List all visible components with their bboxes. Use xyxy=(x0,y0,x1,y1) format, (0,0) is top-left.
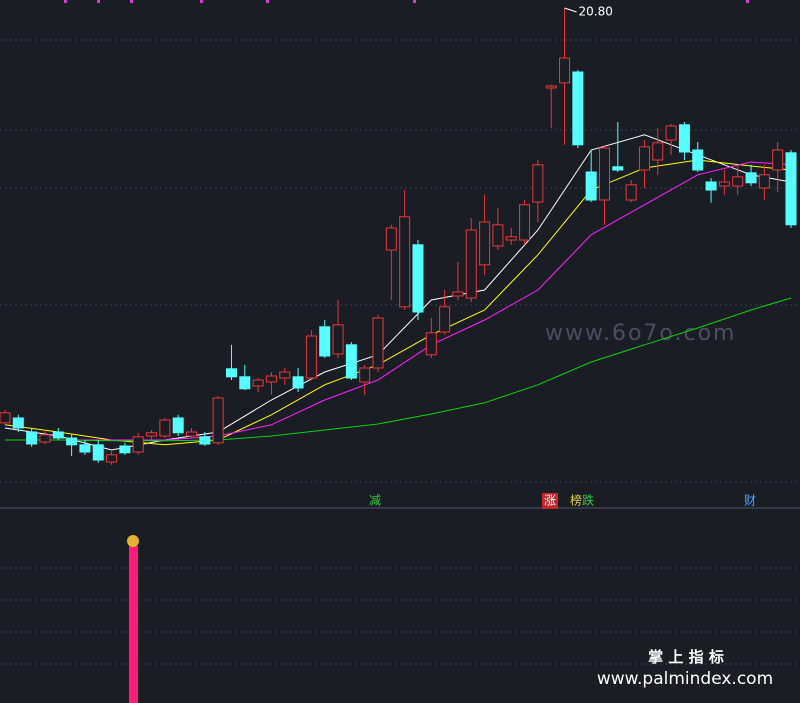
candle-body xyxy=(146,432,158,437)
signal-label: 减 xyxy=(369,494,381,508)
peak-label: 20.80 xyxy=(579,5,613,19)
candle-body xyxy=(452,291,464,297)
candle-body xyxy=(785,152,797,226)
moving-average-line xyxy=(4,159,792,446)
candle-body xyxy=(745,172,757,184)
watermark: 掌 上 指 标 xyxy=(648,648,724,666)
candle-body xyxy=(612,166,624,171)
peak-pointer xyxy=(564,7,577,13)
candle-body xyxy=(12,417,24,429)
moving-average-line xyxy=(5,297,792,442)
candle-body xyxy=(652,142,664,161)
watermark: www.palmindex.com xyxy=(597,669,773,689)
candle-body xyxy=(66,437,78,446)
candle-body xyxy=(465,229,477,299)
candle-body xyxy=(758,174,770,189)
money-bag-icon xyxy=(127,535,139,547)
candle-body xyxy=(199,436,211,445)
signal-box xyxy=(542,493,558,509)
candle-body xyxy=(279,371,291,379)
plot-area: 20.80 xyxy=(0,5,797,465)
signal-label: 涨 xyxy=(544,493,556,508)
candle-body xyxy=(385,227,397,251)
candle-body xyxy=(79,444,91,453)
candle-body xyxy=(545,85,557,89)
moving-average-line xyxy=(5,161,792,441)
candle-body xyxy=(345,344,357,379)
candle-body xyxy=(132,436,144,453)
candle-body xyxy=(638,146,650,171)
candle-body xyxy=(732,176,744,187)
candle-body xyxy=(412,244,424,313)
candle-body xyxy=(212,397,224,444)
candle-body xyxy=(52,431,64,439)
candle-body xyxy=(292,376,304,389)
candle-body xyxy=(625,184,637,201)
moving-average-line xyxy=(4,134,792,451)
candle-body xyxy=(678,124,690,153)
candle-body xyxy=(186,431,198,437)
candle-body xyxy=(239,376,251,390)
candle-body xyxy=(572,71,584,146)
watermark: www.6o7o.com xyxy=(545,321,736,346)
candle-body xyxy=(718,181,730,187)
candle-body xyxy=(265,375,277,383)
candle-body xyxy=(252,379,264,387)
candle-body xyxy=(305,335,317,379)
signal-label: 财 xyxy=(744,494,756,508)
candle-body xyxy=(319,326,331,357)
signal-label: 榜 xyxy=(570,493,582,508)
candle-body xyxy=(532,164,544,203)
candle-body xyxy=(598,147,610,201)
candle-body xyxy=(225,368,237,378)
signal-label: 跌 xyxy=(582,493,594,508)
candle-body xyxy=(0,412,11,424)
candle-body xyxy=(505,236,517,241)
candle-body xyxy=(399,216,411,308)
candle-body xyxy=(159,419,171,437)
candle-body xyxy=(705,181,717,191)
candle-body xyxy=(665,125,677,141)
candle-body xyxy=(359,367,371,383)
candle-body xyxy=(425,332,437,356)
top-dots xyxy=(64,0,749,3)
candle-body xyxy=(519,204,531,241)
candle-body xyxy=(559,57,571,84)
candle-body xyxy=(372,317,384,369)
candle-body xyxy=(772,149,784,171)
candle-body xyxy=(479,221,491,266)
candle-body xyxy=(106,454,118,463)
candle-body xyxy=(119,445,131,454)
candle-body xyxy=(439,306,451,333)
candle-body xyxy=(26,431,38,445)
candle-body xyxy=(492,224,504,247)
indicator-bar xyxy=(129,546,138,703)
candle-body xyxy=(692,149,704,171)
candle-body xyxy=(172,417,184,434)
candle-body xyxy=(39,434,51,443)
candle-body xyxy=(92,444,104,461)
candle-body xyxy=(332,324,344,355)
candle-body xyxy=(585,171,597,201)
